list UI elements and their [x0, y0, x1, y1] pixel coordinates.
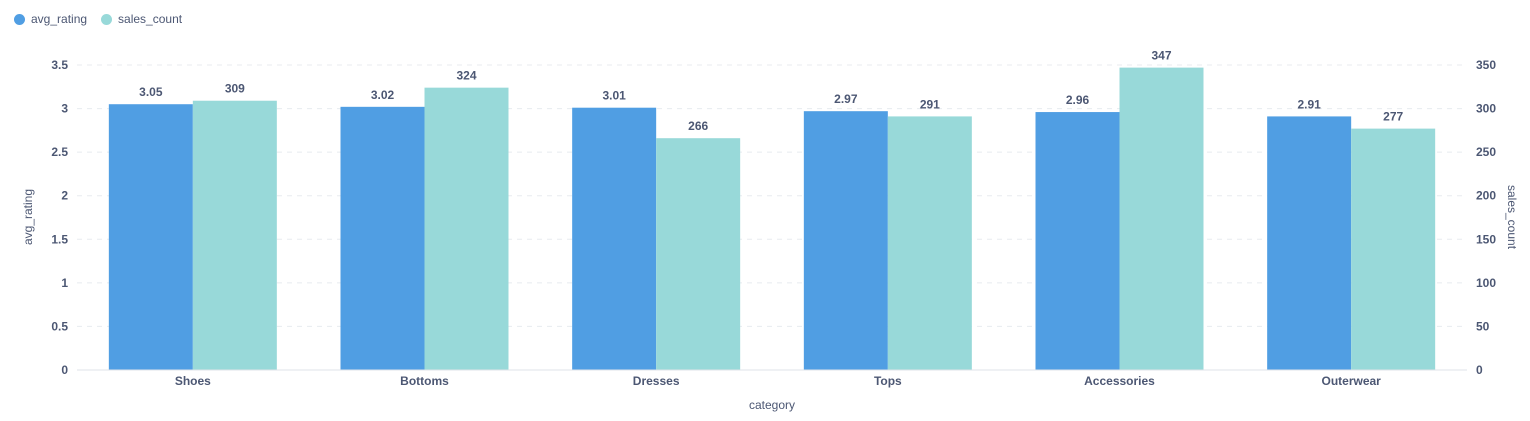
legend-item-avg-rating[interactable]: avg_rating [14, 12, 87, 26]
x-tick-label: Shoes [175, 374, 211, 388]
data-label-avg-rating: 3.02 [371, 88, 395, 102]
data-label-avg-rating: 3.01 [602, 89, 626, 103]
bar-avg-rating-tops[interactable] [803, 111, 888, 370]
axis-layer: 0 0 0.5 50 1 100 1.5 150 2 200 2.5 250 3 300 3.5 350 Sho… [51, 58, 1496, 388]
y-left-tick-label: 2 [61, 189, 68, 203]
bar-sales-count-bottoms[interactable] [424, 87, 509, 371]
y-left-tick-label: 1.5 [51, 232, 68, 246]
y-right-tick-label: 300 [1476, 102, 1496, 116]
x-tick-label: Tops [874, 374, 902, 388]
data-label-sales-count: 324 [456, 69, 476, 83]
y-right-tick-label: 250 [1476, 145, 1496, 159]
y-right-tick-label: 100 [1476, 276, 1496, 290]
data-label-avg-rating: 3.05 [139, 85, 163, 99]
x-tick-label: Accessories [1084, 374, 1155, 388]
bars-layer [108, 67, 1436, 371]
bar-avg-rating-accessories[interactable] [1035, 112, 1120, 371]
labels-layer: 3.05 309 3.02 324 3.01 266 2.97 291 2.96 347 2.91 2… [139, 49, 1403, 134]
data-label-sales-count: 309 [225, 82, 245, 96]
legend: avg_rating sales_count [14, 12, 182, 26]
data-label-sales-count: 347 [1151, 49, 1171, 63]
bar-sales-count-outerwear[interactable] [1351, 128, 1436, 370]
bar-avg-rating-shoes[interactable] [108, 104, 193, 370]
bar-avg-rating-bottoms[interactable] [340, 106, 425, 370]
legend-item-sales-count[interactable]: sales_count [101, 12, 182, 26]
y-left-tick-label: 3 [61, 102, 68, 116]
grid-layer [77, 64, 1467, 327]
y-right-tick-label: 350 [1476, 58, 1496, 72]
y-left-tick-label: 0 [61, 363, 68, 377]
y-axis-left-title: avg_rating [21, 189, 35, 245]
data-label-avg-rating: 2.97 [834, 92, 858, 106]
y-axis-right-title: sales_count [1505, 185, 1519, 250]
y-right-tick-label: 200 [1476, 189, 1496, 203]
legend-label-sales-count: sales_count [118, 12, 183, 26]
x-tick-label: Dresses [633, 374, 680, 388]
x-axis-title: category [749, 398, 795, 412]
bar-avg-rating-dresses[interactable] [572, 107, 657, 370]
data-label-sales-count: 291 [920, 97, 940, 111]
data-label-sales-count: 266 [688, 119, 708, 133]
y-left-tick-label: 2.5 [51, 145, 68, 159]
data-label-sales-count: 277 [1383, 110, 1403, 124]
data-label-avg-rating: 2.96 [1066, 93, 1090, 107]
bar-sales-count-shoes[interactable] [192, 100, 277, 370]
legend-label-avg-rating: avg_rating [31, 12, 88, 26]
legend-swatch-sales-count [101, 13, 113, 25]
legend-swatch-avg-rating [14, 13, 25, 25]
bar-sales-count-tops[interactable] [887, 116, 972, 371]
y-left-tick-label: 3.5 [51, 58, 68, 72]
y-right-tick-label: 150 [1476, 232, 1496, 246]
y-left-tick-label: 0.5 [51, 319, 68, 333]
x-tick-label: Bottoms [400, 374, 449, 388]
bar-avg-rating-outerwear[interactable] [1267, 116, 1352, 371]
bar-sales-count-dresses[interactable] [656, 138, 741, 370]
x-tick-label: Outerwear [1321, 374, 1381, 388]
data-label-avg-rating: 2.91 [1297, 97, 1321, 111]
y-right-tick-label: 0 [1476, 363, 1483, 377]
bar-sales-count-accessories[interactable] [1119, 67, 1204, 370]
y-left-tick-label: 1 [61, 276, 68, 290]
y-right-tick-label: 50 [1476, 319, 1490, 333]
